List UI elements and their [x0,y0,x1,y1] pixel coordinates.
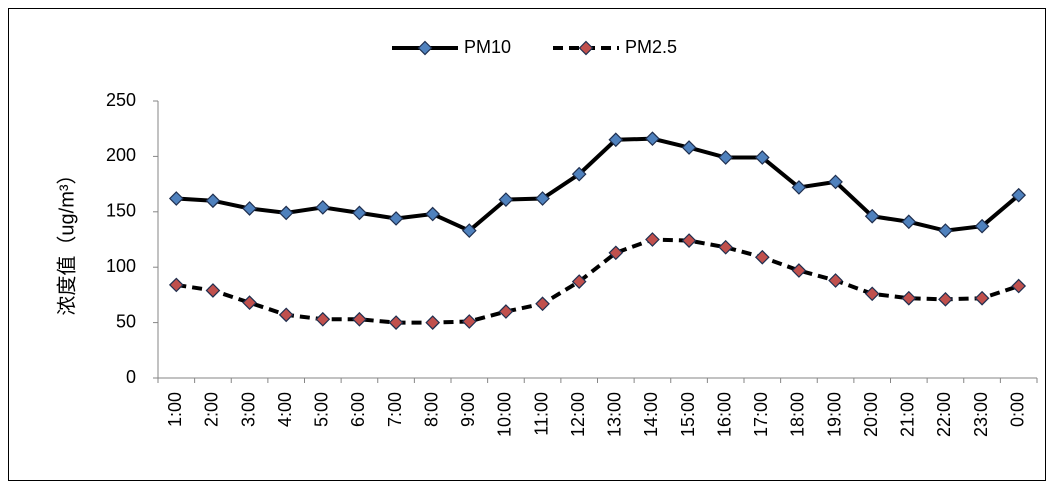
marker [828,174,843,190]
marker [352,311,367,327]
marker [315,200,331,215]
marker [864,286,880,302]
x-tick-label: 1:00 [165,392,185,427]
y-tick-label: 250 [106,90,136,110]
marker [645,232,660,247]
x-tick-label: 6:00 [348,392,368,427]
marker [974,218,990,234]
x-tick-label: 21:00 [898,392,918,437]
x-tick-label: 2:00 [202,392,222,427]
marker [718,150,734,165]
marker [535,191,550,206]
x-tick-label: 10:00 [495,392,515,437]
x-tick-label: 17:00 [751,392,771,437]
marker [535,296,550,312]
marker [681,140,697,155]
x-tick-label: 0:00 [1007,392,1027,427]
marker [242,201,257,216]
marker [1011,278,1027,294]
marker [608,132,624,148]
x-tick-label: 8:00 [421,392,441,427]
x-tick-label: 18:00 [788,392,808,437]
marker [498,304,514,319]
marker [278,307,294,323]
legend-marker [417,40,433,56]
legend-marker [578,40,594,56]
marker [352,205,367,221]
marker [791,180,807,195]
marker [938,223,953,238]
x-tick-label: 12:00 [568,392,588,437]
legend-label: PM10 [464,37,511,57]
chart-border [8,8,1046,481]
y-tick-label: 100 [106,256,136,276]
y-axis-label: 浓度值（ug/m³） [55,164,78,315]
x-tick-label: 15:00 [678,392,698,437]
marker [571,274,587,289]
marker [168,191,184,206]
legend-label: PM2.5 [625,37,677,57]
marker [718,239,734,255]
marker [754,249,770,265]
x-tick-label: 20:00 [861,392,881,437]
marker [388,211,404,226]
marker [388,315,404,330]
marker [974,290,990,306]
y-tick-label: 200 [106,145,136,165]
x-tick-label: 19:00 [824,392,844,437]
x-tick-label: 9:00 [458,392,478,427]
x-tick-label: 5:00 [312,392,332,427]
marker [828,273,843,288]
marker [791,263,807,278]
x-tick-label: 11:00 [531,392,551,436]
marker [425,315,441,330]
marker [608,245,624,261]
marker [461,314,477,329]
marker [242,295,257,311]
x-tick-label: 4:00 [275,392,295,427]
y-tick-label: 50 [116,311,136,331]
marker [278,205,294,221]
marker [168,277,184,293]
marker [645,131,660,147]
marker [681,233,697,248]
marker [864,208,880,224]
marker [315,311,331,327]
marker [498,192,514,207]
x-tick-label: 13:00 [605,392,625,437]
marker [571,166,587,182]
marker [901,290,917,306]
x-tick-label: 3:00 [238,392,258,427]
x-tick-label: 14:00 [641,392,661,437]
x-tick-label: 7:00 [385,392,405,427]
marker [461,223,477,238]
marker [205,283,221,298]
x-tick-label: 23:00 [971,392,991,437]
marker [754,150,770,165]
y-tick-label: 150 [106,201,136,221]
marker [901,214,917,230]
marker [425,206,441,222]
x-tick-label: 22:00 [934,392,954,437]
marker [205,193,221,209]
y-tick-label: 0 [126,367,136,387]
x-tick-label: 16:00 [714,392,734,437]
marker [1011,187,1027,203]
marker [938,291,953,307]
